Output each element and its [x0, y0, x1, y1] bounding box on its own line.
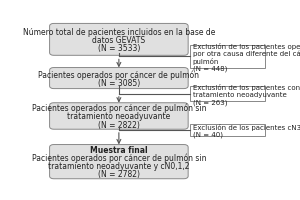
FancyBboxPatch shape	[50, 145, 188, 179]
Text: (N = 40): (N = 40)	[193, 131, 223, 137]
FancyBboxPatch shape	[50, 103, 188, 130]
Text: por otra causa diferente del cáncer de: por otra causa diferente del cáncer de	[193, 50, 300, 57]
Text: (N = 3533): (N = 3533)	[98, 44, 140, 53]
Text: Muestra final: Muestra final	[90, 145, 148, 154]
Text: Número total de pacientes incluidos en la base de: Número total de pacientes incluidos en l…	[23, 27, 215, 36]
Text: (N = 2782): (N = 2782)	[98, 170, 140, 179]
FancyBboxPatch shape	[190, 87, 266, 102]
Text: tratamiento neoadyuvante: tratamiento neoadyuvante	[193, 91, 286, 97]
Text: (N = 448): (N = 448)	[193, 65, 227, 72]
Text: Exclusión de los pacientes cN3: Exclusión de los pacientes cN3	[193, 123, 300, 130]
FancyBboxPatch shape	[50, 68, 188, 89]
Text: Pacientes operados por cáncer de pulmón sin: Pacientes operados por cáncer de pulmón …	[32, 153, 206, 162]
Text: (N = 263): (N = 263)	[193, 99, 227, 105]
Text: Pacientes operados por cáncer de pulmón: Pacientes operados por cáncer de pulmón	[38, 70, 200, 79]
Text: Exclusión de los pacientes operados: Exclusión de los pacientes operados	[193, 42, 300, 49]
FancyBboxPatch shape	[190, 124, 266, 136]
FancyBboxPatch shape	[190, 46, 266, 68]
Text: datos GEVATS: datos GEVATS	[92, 36, 146, 45]
Text: (N = 3085): (N = 3085)	[98, 78, 140, 87]
Text: (N = 2822): (N = 2822)	[98, 120, 140, 129]
Text: pulmón: pulmón	[193, 57, 219, 64]
Text: Exclusión de los pacientes con: Exclusión de los pacientes con	[193, 83, 300, 90]
Text: Pacientes operados por cáncer de pulmón sin: Pacientes operados por cáncer de pulmón …	[32, 103, 206, 113]
Text: tratamiento neoadyuvante y cN0,1,2: tratamiento neoadyuvante y cN0,1,2	[48, 161, 190, 170]
Text: tratamiento neoadyuvante: tratamiento neoadyuvante	[67, 112, 170, 121]
FancyBboxPatch shape	[50, 24, 188, 56]
